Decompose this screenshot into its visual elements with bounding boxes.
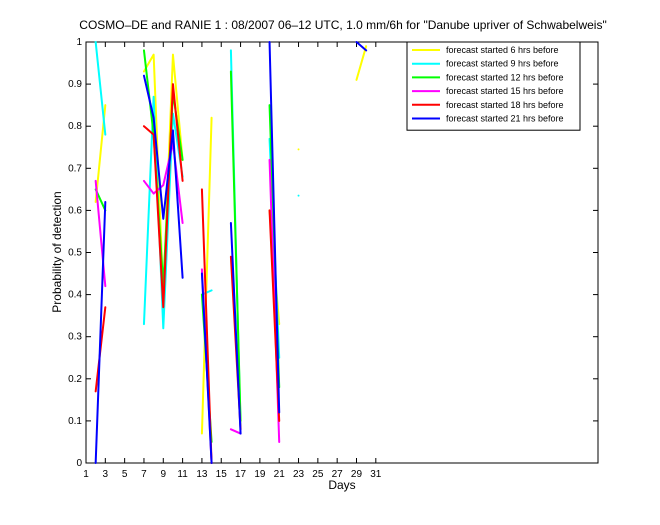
x-axis-label: Days: [328, 478, 355, 492]
x-tick-label: 7: [141, 469, 147, 480]
x-tick-label: 13: [196, 469, 208, 480]
legend-label: forecast started 21 hrs before: [446, 114, 564, 124]
legend-label: forecast started 12 hrs before: [446, 72, 564, 82]
x-tick-label: 27: [332, 469, 344, 480]
legend-box: [406, 41, 581, 131]
y-tick-label: 0.9: [68, 79, 82, 90]
chart-title: COSMO–DE and RANIE 1 : 08/2007 06–12 UTC…: [79, 18, 606, 32]
legend-label: forecast started 9 hrs before: [446, 59, 559, 69]
y-tick-label: 0.6: [68, 205, 82, 216]
x-tick-label: 1: [83, 469, 89, 480]
y-axis-label: Probability of detection: [50, 191, 64, 312]
y-tick-label: 0: [76, 458, 82, 469]
y-tick-label: 0.3: [68, 332, 82, 343]
x-tick-label: 17: [235, 469, 247, 480]
x-tick-label: 25: [312, 469, 324, 480]
y-tick-label: 0.1: [68, 416, 82, 427]
x-tick-label: 15: [216, 469, 228, 480]
legend-label: forecast started 6 hrs before: [446, 45, 559, 55]
x-tick-label: 11: [177, 469, 188, 480]
x-tick-label: 19: [254, 469, 266, 480]
y-tick-label: 0.4: [68, 290, 82, 301]
y-tick-label: 0.8: [68, 121, 82, 132]
y-tick-label: 1: [76, 37, 82, 48]
x-tick-label: 21: [274, 469, 286, 480]
x-tick-label: 9: [161, 469, 167, 480]
y-tick-label: 0.7: [68, 163, 82, 174]
series-line: [94, 41, 368, 464]
x-tick-label: 29: [351, 469, 363, 480]
legend-label: forecast started 15 hrs before: [446, 86, 564, 96]
y-tick-label: 0.5: [68, 248, 82, 259]
x-tick-label: 23: [293, 469, 305, 480]
y-tick-label: 0.2: [68, 374, 82, 385]
legend-label: forecast started 18 hrs before: [446, 100, 564, 110]
x-tick-label: 3: [103, 469, 109, 480]
x-tick-label: 5: [122, 469, 128, 480]
x-tick-label: 31: [370, 469, 382, 480]
